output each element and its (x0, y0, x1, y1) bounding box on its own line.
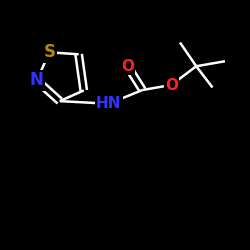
Text: S: S (44, 43, 56, 61)
Text: O: O (165, 78, 178, 92)
Text: HN: HN (96, 96, 122, 111)
Text: N: N (30, 72, 44, 90)
Text: O: O (121, 59, 134, 74)
